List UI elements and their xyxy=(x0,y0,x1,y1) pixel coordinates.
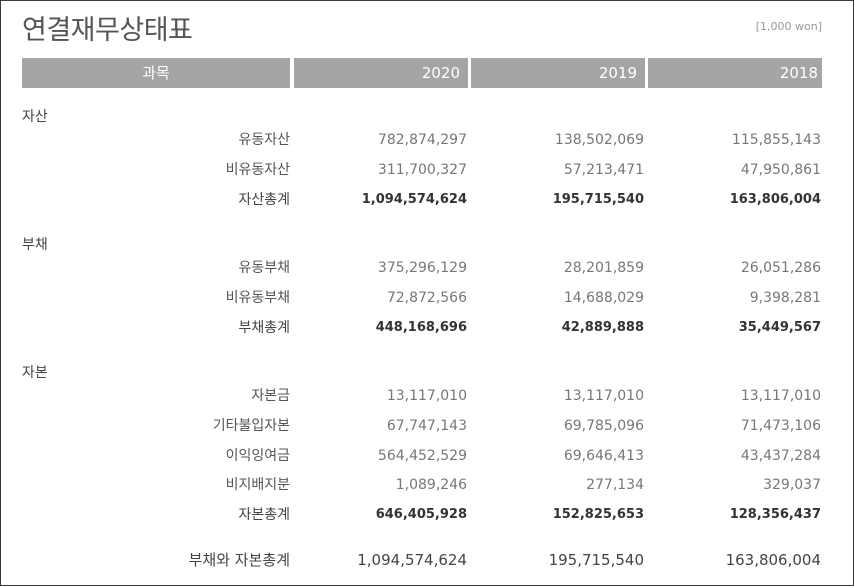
value-2019: 14,688,029 xyxy=(563,290,644,306)
table-row: 비유동자산 311,700,327 57,213,471 47,950,861 xyxy=(0,159,854,181)
value-2018: 329,037 xyxy=(763,477,821,493)
value-2018: 163,806,004 xyxy=(725,551,821,569)
row-label: 자본총계 xyxy=(238,507,290,523)
value-2020: 564,452,529 xyxy=(377,448,467,464)
value-2020: 646,405,928 xyxy=(375,507,467,522)
table-header: 과목 2020 2019 2018 xyxy=(0,58,854,88)
value-2019: 277,134 xyxy=(586,477,644,493)
header-year-2019: 2019 xyxy=(471,58,645,88)
value-2020: 67,747,143 xyxy=(386,418,467,434)
section-title-liabilities: 부채 xyxy=(22,237,48,253)
value-2019: 195,715,540 xyxy=(548,551,644,569)
table-row-total: 자산총계 1,094,574,624 195,715,540 163,806,0… xyxy=(0,189,854,211)
row-label: 부채와 자본총계 xyxy=(188,551,290,569)
value-2018: 43,437,284 xyxy=(740,448,821,464)
section-title-equity: 자본 xyxy=(22,365,48,381)
value-2019: 13,117,010 xyxy=(563,388,644,404)
value-2020: 1,089,246 xyxy=(395,477,467,493)
row-label: 비지배지분 xyxy=(225,477,290,493)
table-row-total: 자본총계 646,405,928 152,825,653 128,356,437 xyxy=(0,504,854,526)
value-2018: 9,398,281 xyxy=(749,290,821,306)
value-2019: 69,785,096 xyxy=(563,418,644,434)
value-2018: 26,051,286 xyxy=(740,260,821,276)
value-2019: 57,213,471 xyxy=(563,162,644,178)
value-2018: 13,117,010 xyxy=(740,388,821,404)
row-label: 비유동부채 xyxy=(225,290,290,306)
value-2018: 128,356,437 xyxy=(729,507,821,522)
value-2020: 311,700,327 xyxy=(377,162,467,178)
table-row: 이익잉여금 564,452,529 69,646,413 43,437,284 xyxy=(0,445,854,467)
page-title: 연결재무상태표 xyxy=(22,15,193,46)
table-row-total: 부채총계 448,168,696 42,889,888 35,449,567 xyxy=(0,317,854,339)
value-2020: 1,094,574,624 xyxy=(357,551,467,569)
unit-label: [1,000 won] xyxy=(755,20,822,33)
value-2018: 47,950,861 xyxy=(740,162,821,178)
value-2019: 138,502,069 xyxy=(554,132,644,148)
value-2018: 71,473,106 xyxy=(740,418,821,434)
value-2019: 152,825,653 xyxy=(552,507,644,522)
row-label: 유동자산 xyxy=(238,132,290,148)
value-2018: 115,855,143 xyxy=(731,132,821,148)
row-label: 부채총계 xyxy=(238,320,290,336)
table-row: 비유동부채 72,872,566 14,688,029 9,398,281 xyxy=(0,287,854,309)
value-2019: 195,715,540 xyxy=(552,192,644,207)
table-row: 자본금 13,117,010 13,117,010 13,117,010 xyxy=(0,385,854,407)
value-2020: 13,117,010 xyxy=(386,388,467,404)
row-label: 자산총계 xyxy=(238,192,290,208)
value-2020: 448,168,696 xyxy=(375,320,467,335)
value-2018: 35,449,567 xyxy=(738,320,821,335)
table-row: 기타불입자본 67,747,143 69,785,096 71,473,106 xyxy=(0,415,854,437)
header-year-2018: 2018 xyxy=(648,58,822,88)
value-2020: 375,296,129 xyxy=(377,260,467,276)
table-row: 유동자산 782,874,297 138,502,069 115,855,143 xyxy=(0,129,854,151)
table-row-grand-total: 부채와 자본총계 1,094,574,624 195,715,540 163,8… xyxy=(0,549,854,571)
row-label: 자본금 xyxy=(251,388,290,404)
value-2019: 28,201,859 xyxy=(563,260,644,276)
value-2020: 72,872,566 xyxy=(386,290,467,306)
value-2020: 782,874,297 xyxy=(377,132,467,148)
value-2018: 163,806,004 xyxy=(729,192,821,207)
row-label: 유동부채 xyxy=(238,260,290,276)
table-row: 유동부채 375,296,129 28,201,859 26,051,286 xyxy=(0,257,854,279)
value-2020: 1,094,574,624 xyxy=(361,192,467,207)
row-label: 기타불입자본 xyxy=(212,418,290,434)
value-2019: 42,889,888 xyxy=(561,320,644,335)
header-year-2020: 2020 xyxy=(294,58,468,88)
table-row: 비지배지분 1,089,246 277,134 329,037 xyxy=(0,474,854,496)
value-2019: 69,646,413 xyxy=(563,448,644,464)
row-label: 비유동자산 xyxy=(225,162,290,178)
header-label: 과목 xyxy=(22,58,290,88)
row-label: 이익잉여금 xyxy=(225,448,290,464)
section-title-assets: 자산 xyxy=(22,109,48,125)
